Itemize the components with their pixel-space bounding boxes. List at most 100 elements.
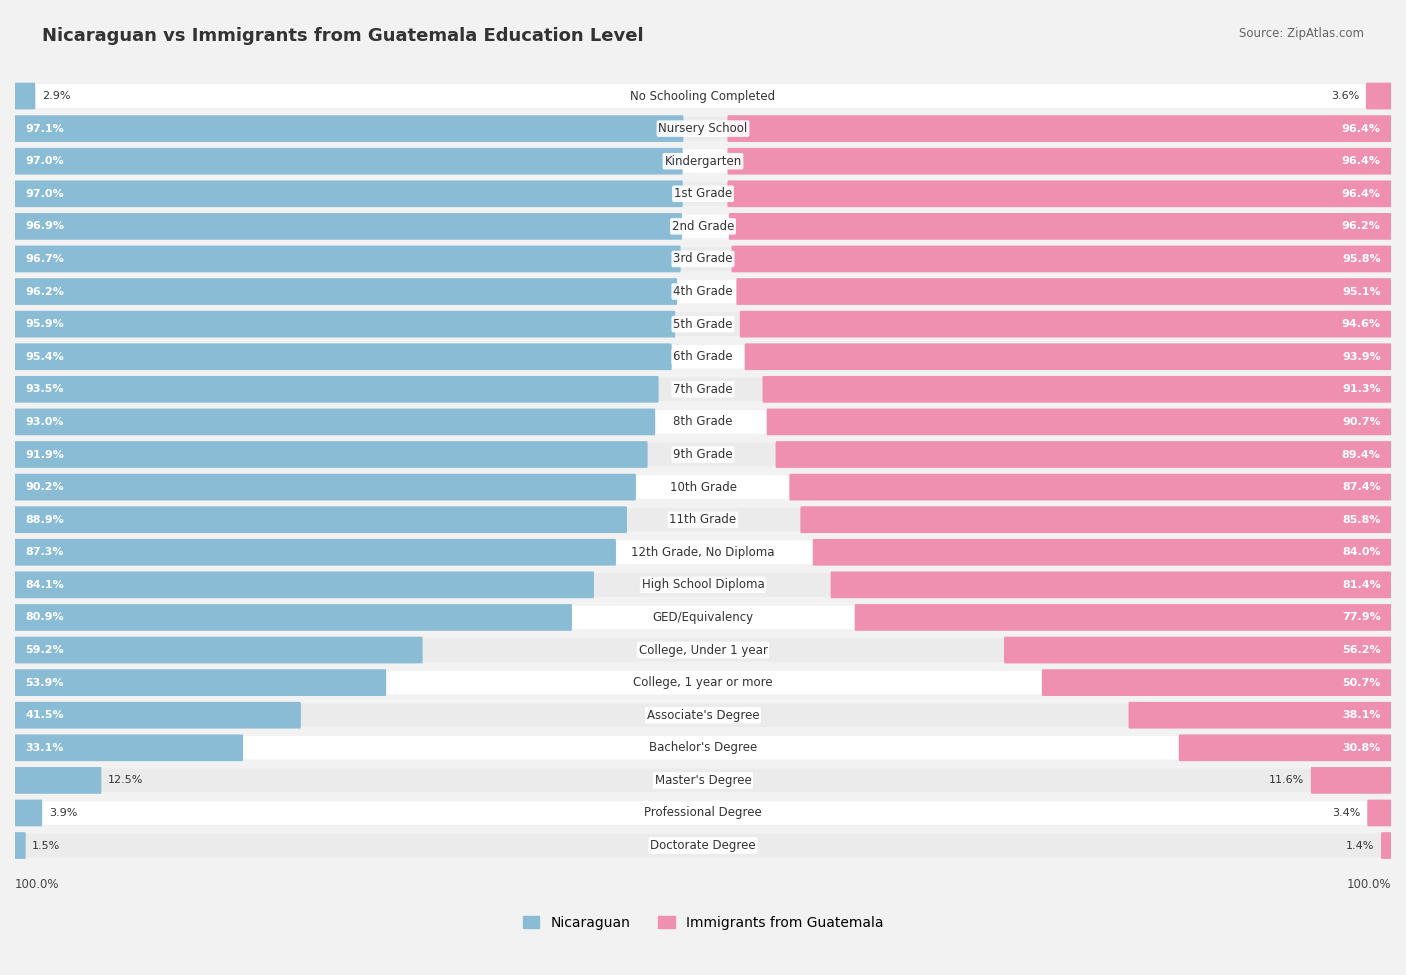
FancyBboxPatch shape (15, 117, 1391, 140)
Text: 100.0%: 100.0% (1347, 878, 1391, 891)
Text: 84.0%: 84.0% (1343, 547, 1381, 558)
FancyBboxPatch shape (15, 84, 1391, 108)
FancyBboxPatch shape (14, 702, 301, 728)
Text: No Schooling Completed: No Schooling Completed (630, 90, 776, 102)
FancyBboxPatch shape (15, 214, 1391, 238)
Legend: Nicaraguan, Immigrants from Guatemala: Nicaraguan, Immigrants from Guatemala (517, 911, 889, 936)
Text: 8th Grade: 8th Grade (673, 415, 733, 428)
FancyBboxPatch shape (1129, 702, 1392, 728)
Text: 84.1%: 84.1% (25, 580, 65, 590)
FancyBboxPatch shape (15, 736, 1391, 760)
Text: Nicaraguan vs Immigrants from Guatemala Education Level: Nicaraguan vs Immigrants from Guatemala … (42, 27, 644, 45)
Text: 12.5%: 12.5% (108, 775, 143, 786)
FancyBboxPatch shape (14, 833, 25, 859)
FancyBboxPatch shape (15, 508, 1391, 531)
FancyBboxPatch shape (15, 443, 1391, 466)
Text: GED/Equivalency: GED/Equivalency (652, 611, 754, 624)
FancyBboxPatch shape (762, 376, 1392, 403)
Text: 1.5%: 1.5% (32, 840, 60, 850)
FancyBboxPatch shape (14, 343, 672, 370)
Text: 50.7%: 50.7% (1343, 678, 1381, 687)
FancyBboxPatch shape (15, 704, 1391, 727)
Text: 94.6%: 94.6% (1341, 319, 1381, 330)
Text: Nursery School: Nursery School (658, 122, 748, 136)
Text: 9th Grade: 9th Grade (673, 448, 733, 461)
FancyBboxPatch shape (14, 311, 675, 337)
Text: 87.3%: 87.3% (25, 547, 63, 558)
FancyBboxPatch shape (14, 604, 572, 631)
FancyBboxPatch shape (1310, 767, 1392, 794)
FancyBboxPatch shape (14, 148, 683, 175)
FancyBboxPatch shape (15, 540, 1391, 564)
Text: 41.5%: 41.5% (25, 710, 63, 721)
Text: 93.5%: 93.5% (25, 384, 63, 394)
FancyBboxPatch shape (15, 377, 1391, 401)
Text: 90.2%: 90.2% (25, 482, 63, 492)
FancyBboxPatch shape (776, 441, 1392, 468)
Text: 11th Grade: 11th Grade (669, 513, 737, 526)
Text: 91.3%: 91.3% (1343, 384, 1381, 394)
FancyBboxPatch shape (14, 213, 682, 240)
Text: 97.0%: 97.0% (25, 156, 63, 166)
FancyBboxPatch shape (727, 115, 1392, 142)
FancyBboxPatch shape (14, 376, 658, 403)
FancyBboxPatch shape (15, 671, 1391, 694)
FancyBboxPatch shape (15, 605, 1391, 629)
FancyBboxPatch shape (1042, 669, 1392, 696)
Text: 81.4%: 81.4% (1341, 580, 1381, 590)
FancyBboxPatch shape (14, 767, 101, 794)
Text: 3.6%: 3.6% (1331, 91, 1360, 101)
Text: 95.9%: 95.9% (25, 319, 65, 330)
FancyBboxPatch shape (14, 669, 387, 696)
Text: 88.9%: 88.9% (25, 515, 65, 525)
FancyBboxPatch shape (737, 278, 1392, 305)
FancyBboxPatch shape (855, 604, 1392, 631)
Text: 77.9%: 77.9% (1341, 612, 1381, 622)
FancyBboxPatch shape (15, 834, 1391, 857)
Text: Source: ZipAtlas.com: Source: ZipAtlas.com (1239, 27, 1364, 40)
Text: 96.9%: 96.9% (25, 221, 65, 231)
Text: 89.4%: 89.4% (1341, 449, 1381, 459)
FancyBboxPatch shape (15, 248, 1391, 271)
FancyBboxPatch shape (745, 343, 1392, 370)
Text: 91.9%: 91.9% (25, 449, 65, 459)
FancyBboxPatch shape (15, 149, 1391, 173)
Text: 6th Grade: 6th Grade (673, 350, 733, 364)
FancyBboxPatch shape (813, 539, 1392, 566)
FancyBboxPatch shape (14, 180, 683, 207)
FancyBboxPatch shape (766, 409, 1392, 435)
FancyBboxPatch shape (14, 441, 648, 468)
FancyBboxPatch shape (727, 180, 1392, 207)
Text: College, 1 year or more: College, 1 year or more (633, 676, 773, 689)
Text: 97.1%: 97.1% (25, 124, 65, 134)
Text: 95.1%: 95.1% (1343, 287, 1381, 296)
FancyBboxPatch shape (15, 280, 1391, 303)
Text: 1st Grade: 1st Grade (673, 187, 733, 200)
Text: 1.4%: 1.4% (1346, 840, 1375, 850)
FancyBboxPatch shape (727, 148, 1392, 175)
Text: 10th Grade: 10th Grade (669, 481, 737, 493)
FancyBboxPatch shape (15, 312, 1391, 335)
Text: 59.2%: 59.2% (25, 645, 63, 655)
FancyBboxPatch shape (1178, 734, 1392, 761)
FancyBboxPatch shape (1365, 83, 1392, 109)
FancyBboxPatch shape (14, 83, 35, 109)
FancyBboxPatch shape (15, 182, 1391, 206)
Text: 53.9%: 53.9% (25, 678, 63, 687)
Text: Associate's Degree: Associate's Degree (647, 709, 759, 722)
FancyBboxPatch shape (14, 637, 423, 663)
Text: 100.0%: 100.0% (15, 878, 59, 891)
Text: College, Under 1 year: College, Under 1 year (638, 644, 768, 656)
Text: Kindergarten: Kindergarten (665, 155, 741, 168)
Text: 96.4%: 96.4% (1341, 124, 1381, 134)
Text: 38.1%: 38.1% (1343, 710, 1381, 721)
Text: 96.4%: 96.4% (1341, 189, 1381, 199)
FancyBboxPatch shape (14, 409, 655, 435)
FancyBboxPatch shape (15, 639, 1391, 662)
FancyBboxPatch shape (15, 410, 1391, 434)
FancyBboxPatch shape (14, 246, 681, 272)
Text: 2nd Grade: 2nd Grade (672, 220, 734, 233)
Text: 3rd Grade: 3rd Grade (673, 253, 733, 265)
Text: 7th Grade: 7th Grade (673, 383, 733, 396)
Text: Bachelor's Degree: Bachelor's Degree (650, 741, 756, 755)
